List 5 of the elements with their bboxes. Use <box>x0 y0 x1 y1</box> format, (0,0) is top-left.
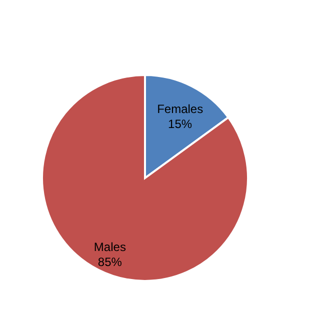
data-label: 85% <box>98 254 122 269</box>
slice-label: Females <box>157 102 204 116</box>
data-label: 15% <box>168 117 192 132</box>
pie-slice <box>41 74 249 282</box>
slice-label: Males <box>94 240 126 254</box>
